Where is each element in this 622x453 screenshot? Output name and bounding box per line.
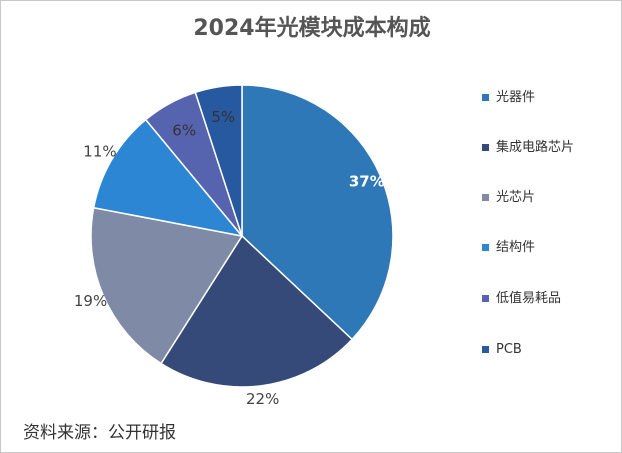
legend-entry: 光芯片 <box>482 190 582 205</box>
pie-slice <box>92 118 244 238</box>
legend-label: 光器件 <box>496 90 536 105</box>
legend-label: PCB <box>496 342 522 357</box>
chart-title: 2024年光模块成本构成 <box>193 15 430 41</box>
legend-label: 结构件 <box>496 240 536 255</box>
legend-entry: 光器件 <box>482 90 582 105</box>
data-label: 6% <box>172 121 196 139</box>
legend-swatch <box>482 144 489 151</box>
data-label: 22% <box>246 390 279 408</box>
pie-slice <box>160 234 354 388</box>
legend-swatch <box>482 94 489 101</box>
pie-slice <box>90 206 244 365</box>
data-label: 5% <box>211 108 235 126</box>
legend-entry: PCB <box>482 342 582 357</box>
data-label: 11% <box>83 143 116 161</box>
data-label: 19% <box>74 292 107 310</box>
legend-entry: 结构件 <box>482 240 582 255</box>
legend-swatch <box>482 194 489 201</box>
legend-label: 光芯片 <box>496 190 536 205</box>
legend-label: 低值易耗品 <box>496 291 562 306</box>
legend-swatch <box>482 346 489 353</box>
pie-slice <box>241 84 394 341</box>
legend-swatch <box>482 244 489 251</box>
source: 资料来源：公开研报 <box>23 423 176 443</box>
legend-entry: 低值易耗品 <box>482 291 582 306</box>
data-label: 37% <box>349 172 385 190</box>
legend-entry: 集成电路芯片 <box>482 140 582 155</box>
pie-slice <box>194 84 243 237</box>
legend-label: 集成电路芯片 <box>496 140 575 155</box>
legend-swatch <box>482 295 489 302</box>
